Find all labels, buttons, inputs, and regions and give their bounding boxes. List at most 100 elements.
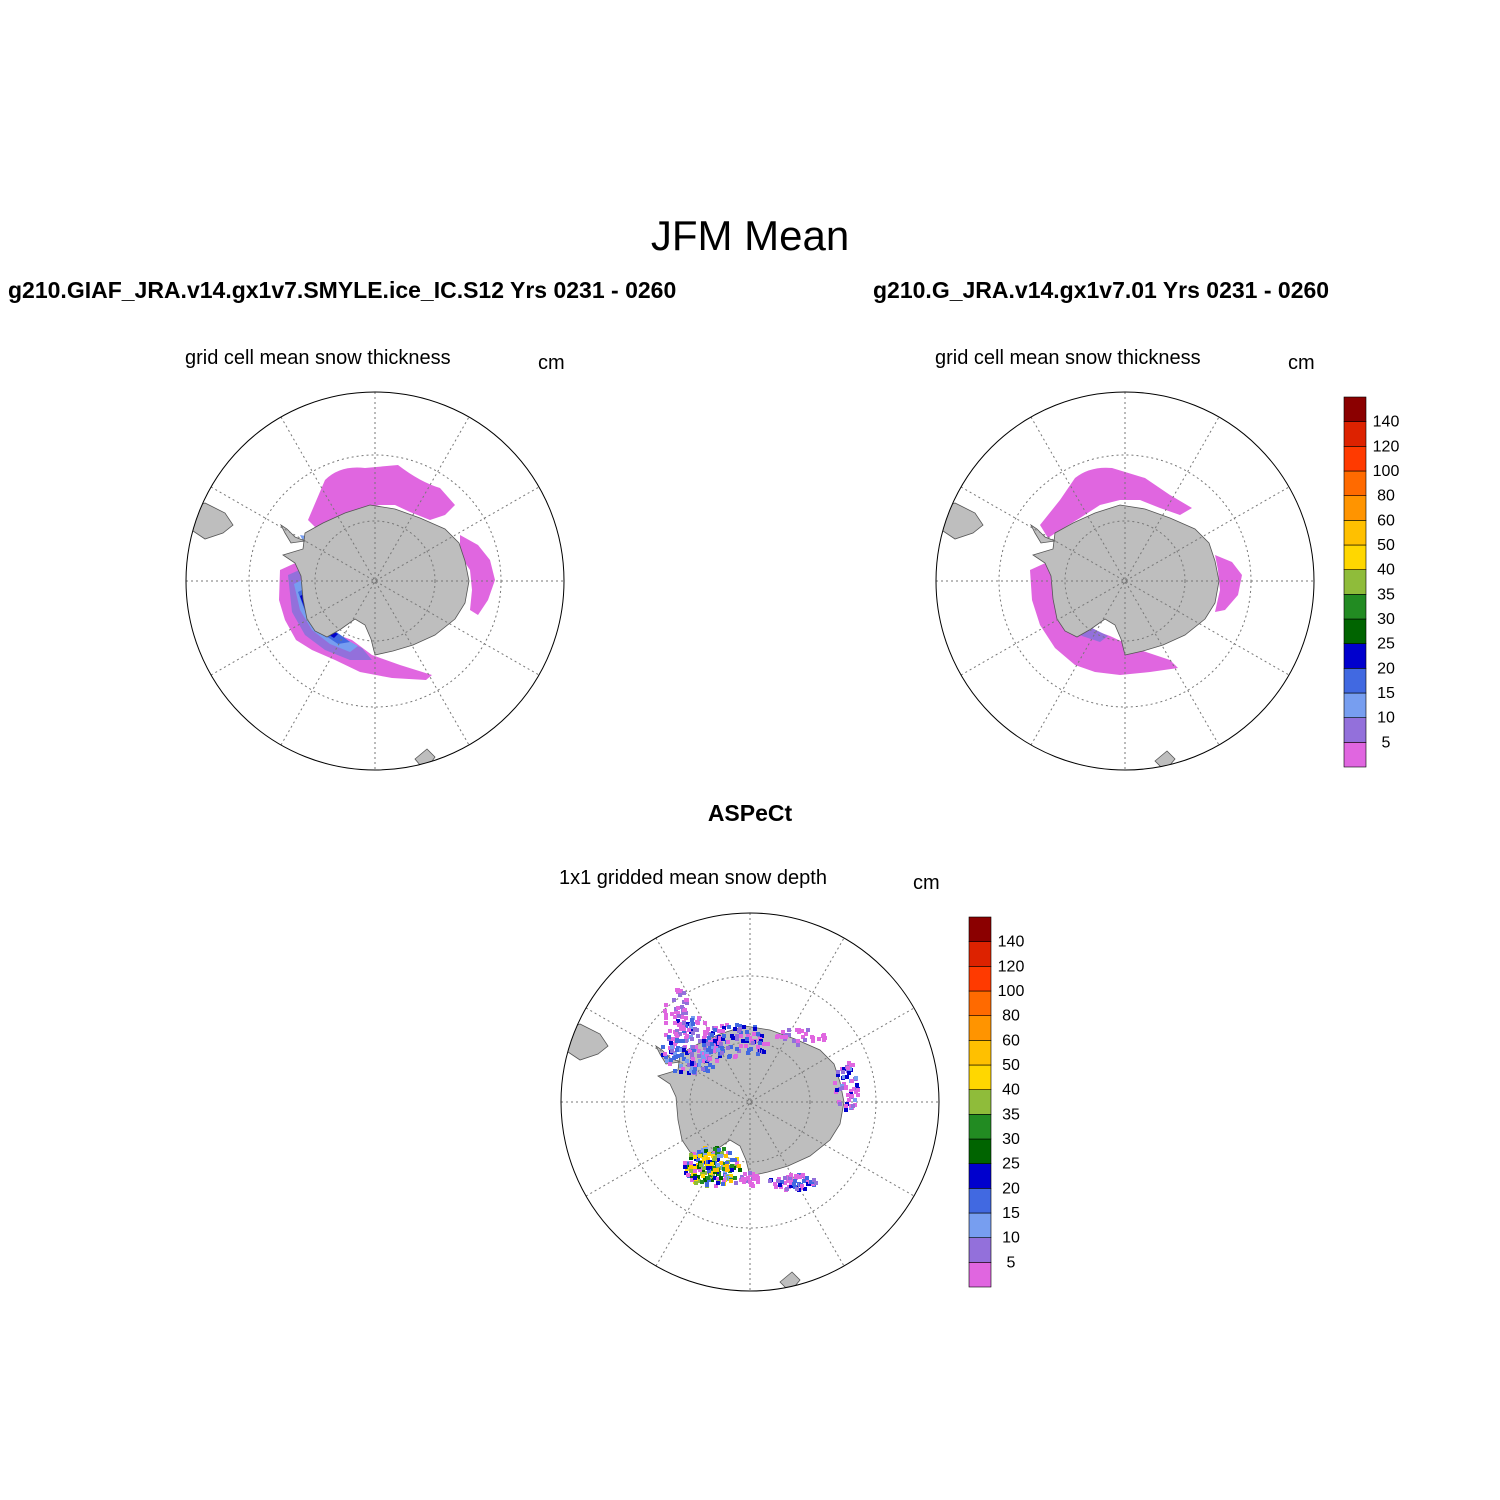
colorbar-swatch [968,1237,992,1263]
observation-cell [685,1001,689,1005]
observation-cell [709,1049,713,1053]
observation-cell [722,1167,726,1171]
observation-cell [668,1062,672,1066]
observation-cell [690,1178,694,1182]
colorbar-label: 80 [1377,488,1395,505]
observation-cell [693,1176,697,1180]
observation-cell [725,1164,729,1168]
observation-cell [664,1013,668,1017]
colorbar-swatch [1343,421,1367,447]
observation-cell [719,1176,723,1180]
colorbar-swatch [968,966,992,992]
observation-cell [698,1039,702,1043]
observation-cell [731,1036,735,1040]
observation-cell [735,1023,739,1027]
colorbar-label: 100 [1373,463,1400,480]
observation-cell [668,1029,672,1033]
observation-cell [698,1168,702,1172]
observation-cell [685,1034,689,1038]
observation-cell [785,1187,789,1191]
observation-cell [742,1180,746,1184]
observation-cell [687,1063,691,1067]
observation-cell [683,1165,687,1169]
observation-cell [665,1059,669,1063]
colorbar-swatch [1343,520,1367,546]
observation-cell [836,1070,840,1074]
observation-cell [700,1180,704,1184]
observation-cell [679,989,683,993]
observation-cell [678,1048,682,1052]
observation-cell [738,1027,742,1031]
observation-cell [797,1030,801,1034]
observation-cell [680,1005,684,1009]
observation-cell [854,1076,858,1080]
observation-cell [718,1036,722,1040]
observation-cell [817,1037,821,1041]
observation-cell [706,1042,710,1046]
observation-cell [846,1066,850,1070]
observation-cell [743,1177,747,1181]
observation-cell [733,1158,737,1162]
observation-cell [697,1179,701,1183]
observation-cell [766,1042,770,1046]
observation-cell [724,1154,728,1158]
observation-cell [783,1176,787,1180]
observation-cell [717,1029,721,1033]
observation-cell [752,1032,756,1036]
observation-cell [801,1035,805,1039]
colorbar-swatch [968,1114,992,1140]
observation-cell [716,1163,720,1167]
colorbar-swatch [968,1163,992,1189]
colorbar-swatch [1343,618,1367,644]
observation-cell [696,1158,700,1162]
observation-cell [748,1171,752,1175]
observation-cell [735,1047,739,1051]
observation-cell [726,1046,730,1050]
observation-cell [679,1064,683,1068]
observation-cell [795,1187,799,1191]
panel-title-right: g210.G_JRA.v14.gx1v7.01 Yrs 0231 - 0260 [873,277,1330,303]
colorbar-swatch [968,1064,992,1090]
observation-cell [691,1045,695,1049]
observation-cell [675,1029,679,1033]
observation-cell [713,1176,717,1180]
observation-cell [684,1024,688,1028]
observation-cell [702,1039,706,1043]
observation-cell [743,1172,747,1176]
observation-cell [847,1071,851,1075]
observation-cell [661,1045,665,1049]
observation-cell [793,1179,797,1183]
observation-cell [686,1173,690,1177]
observation-cell [697,1063,701,1067]
observation-cell [836,1073,840,1077]
observation-cell [756,1052,760,1056]
observation-cell [851,1104,855,1108]
observation-cell [729,1179,733,1183]
observation-cell [680,1053,684,1057]
colorbar-label: 50 [1377,537,1395,554]
observation-cell [789,1173,793,1177]
observation-cell [789,1180,793,1184]
observation-cell [682,991,686,995]
observation-cell [745,1030,749,1034]
observation-cell [719,1042,723,1046]
observation-cell [664,1033,668,1037]
observation-cell [685,1059,689,1063]
observation-cell [692,1048,696,1052]
observation-cell [685,1051,689,1055]
observation-cell [796,1039,800,1043]
observation-cells [661,988,860,1192]
colorbar-swatch [1343,717,1367,743]
observation-cell [714,1184,718,1188]
colorbar-swatch [1343,396,1367,422]
observation-cell [711,1045,715,1049]
observation-cell [851,1063,855,1067]
observation-cell [721,1029,725,1033]
observation-cell [669,1058,673,1062]
colorbar-swatch [968,1188,992,1214]
observation-cell [706,1027,710,1031]
observation-cell [683,1161,687,1165]
observation-cell [698,1059,702,1063]
observation-cell [847,1061,851,1065]
